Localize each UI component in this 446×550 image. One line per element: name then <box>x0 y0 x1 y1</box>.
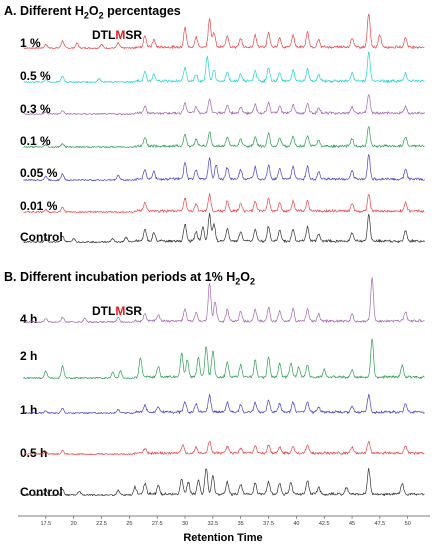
trace-label-a-0-5pct: 0.5 % <box>20 69 51 83</box>
trace-b-2 <box>23 393 425 415</box>
trace-a-4 <box>23 154 425 182</box>
trace-b-1 <box>23 338 425 380</box>
trace-a-3 <box>23 126 425 149</box>
x-tick-label: 35 <box>238 521 244 527</box>
trace-label-a-0-01pct: 0.01 % <box>20 199 58 213</box>
trace-a-0 <box>23 13 425 50</box>
x-axis-ticks: 17.5 20 22.5 25 27.5 30 32.5 35 37.5 40 42.5 45 47.5… <box>40 516 411 527</box>
x-tick-label: 47.5 <box>375 521 386 527</box>
x-tick-label: 40 <box>293 521 299 527</box>
trace-label-a-0-1pct: 0.1 % <box>20 134 51 148</box>
panel-b-peptide-label: DTLMSR <box>92 304 142 318</box>
x-tick-label: 20 <box>71 521 77 527</box>
trace-a-5 <box>23 192 425 214</box>
trace-label-a-0-3pct: 0.3 % <box>20 102 51 116</box>
x-axis-title: Retention Time <box>183 532 263 544</box>
panel-b-title: B. Different incubation periods at 1% H2… <box>4 270 256 287</box>
trace-a-1 <box>23 51 425 84</box>
panel-a-peptide-label: DTLMSR <box>92 28 142 42</box>
trace-label-a-1pct: 1 % <box>20 36 41 50</box>
x-tick-label: 27.5 <box>152 521 163 527</box>
trace-b-0 <box>23 276 425 324</box>
x-tick-label: 37.5 <box>263 521 274 527</box>
x-tick-label: 45 <box>349 521 355 527</box>
x-tick-label: 22.5 <box>96 521 107 527</box>
trace-b-4 <box>23 467 425 497</box>
trace-a-2 <box>23 94 425 116</box>
x-tick-label: 17.5 <box>40 521 51 527</box>
x-tick-label: 25 <box>126 521 132 527</box>
trace-label-b-4h: 4 h <box>20 312 38 326</box>
traces-group <box>23 13 425 497</box>
trace-label-a-0-05pct: 0.05 % <box>20 166 58 180</box>
trace-b-3 <box>23 440 425 456</box>
x-tick-label: 30 <box>182 521 188 527</box>
panel-a-title: A. Different H2O2 percentages <box>4 4 181 21</box>
trace-label-b-0-5h: 0.5 h <box>20 446 48 460</box>
trace-label-a-control: Control <box>20 230 63 244</box>
trace-label-b-2h: 2 h <box>20 349 38 363</box>
trace-a-6 <box>23 212 425 244</box>
x-tick-label: 32.5 <box>208 521 219 527</box>
x-tick-label: 42.5 <box>319 521 330 527</box>
x-tick-label: 50 <box>405 521 411 527</box>
